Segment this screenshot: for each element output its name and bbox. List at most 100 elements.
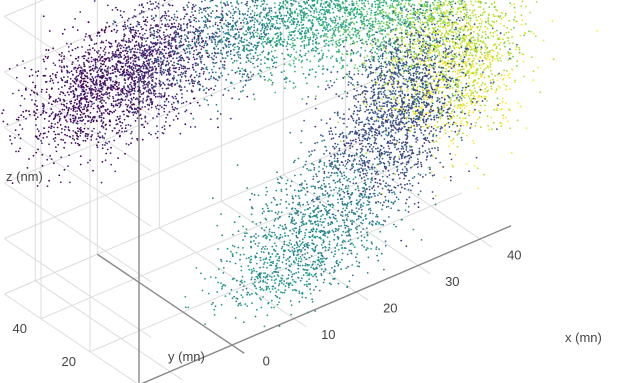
- scatter-point: [75, 80, 78, 83]
- scatter-point: [186, 4, 189, 7]
- scatter-point: [134, 98, 137, 101]
- scatter-point: [6, 123, 9, 126]
- scatter-point: [475, 16, 477, 19]
- scatter-point: [143, 32, 146, 35]
- scatter-point: [155, 58, 158, 60]
- scatter-point: [216, 117, 219, 120]
- scatter-point: [471, 84, 474, 87]
- scatter-point: [424, 28, 426, 31]
- scatter-point: [217, 48, 220, 50]
- scatter-point: [284, 4, 287, 6]
- scatter-point: [104, 141, 107, 144]
- scatter-point: [340, 57, 343, 60]
- scatter-point: [140, 73, 143, 75]
- scatter-point: [143, 88, 146, 90]
- scatter-point: [293, 44, 295, 47]
- scatter-point: [187, 31, 190, 33]
- scatter-point: [196, 57, 198, 60]
- scatter-point: [442, 21, 444, 24]
- scatter-point: [67, 46, 70, 48]
- scatter-point: [411, 13, 414, 16]
- scatter-point: [60, 91, 62, 93]
- scatter-point: [250, 75, 253, 77]
- scatter-point: [61, 127, 63, 130]
- scatter-point: [413, 47, 416, 50]
- scatter-point: [47, 102, 50, 105]
- scatter-point: [502, 38, 504, 41]
- scatter-point: [143, 49, 146, 51]
- scatter-point: [172, 25, 175, 28]
- scatter-point: [486, 46, 489, 49]
- scatter-point: [104, 69, 106, 72]
- scatter-point: [250, 36, 253, 38]
- scatter-point: [154, 41, 157, 44]
- scatter-point: [99, 47, 102, 49]
- scatter-point: [116, 9, 119, 11]
- scatter-point: [67, 108, 70, 111]
- scatter-point: [237, 3, 240, 5]
- scatter-point: [347, 28, 349, 31]
- scatter-point: [125, 143, 128, 145]
- scatter-point: [127, 143, 130, 146]
- scatter-point: [100, 96, 103, 99]
- scatter-point: [322, 27, 325, 30]
- scatter-point: [329, 57, 332, 59]
- scatter-point: [310, 49, 313, 51]
- scatter-point: [166, 57, 169, 60]
- scatter-point: [98, 94, 101, 97]
- scatter-point: [109, 46, 112, 49]
- scatter-point: [222, 66, 224, 68]
- scatter-point: [71, 74, 74, 76]
- scatter-point: [472, 4, 474, 7]
- scatter-point: [323, 45, 326, 47]
- scatter-point: [175, 44, 178, 47]
- scatter-point: [336, 3, 338, 5]
- scatter-point: [286, 0, 289, 3]
- scatter-point: [466, 11, 468, 14]
- scatter-point: [324, 12, 326, 14]
- scatter-point: [432, 22, 435, 25]
- scatter-point: [268, 52, 271, 54]
- scatter-point: [185, 109, 188, 112]
- scatter-point: [66, 113, 69, 115]
- scatter-point: [139, 47, 141, 49]
- scatter-point: [36, 105, 38, 108]
- scatter-point: [138, 32, 141, 35]
- scatter-point: [148, 132, 150, 135]
- scatter-point: [90, 135, 93, 138]
- scatter-point: [481, 20, 484, 23]
- scatter-point: [296, 23, 299, 26]
- scatter-point: [239, 28, 242, 31]
- scatter-point: [386, 33, 389, 36]
- scatter-point: [91, 134, 93, 136]
- scatter-point: [322, 16, 325, 19]
- scatter-point: [160, 95, 163, 97]
- scatter-point: [173, 13, 176, 16]
- scatter-point: [129, 56, 132, 59]
- scatter-point: [383, 0, 385, 2]
- scatter-point: [362, 17, 365, 19]
- scatter-point: [138, 23, 141, 26]
- scatter-point: [84, 70, 86, 73]
- scatter-point: [130, 142, 132, 145]
- scatter-point: [90, 85, 92, 87]
- scatter-point: [14, 136, 16, 139]
- scatter-point: [67, 165, 69, 168]
- scatter-point: [258, 14, 261, 17]
- scatter-point: [252, 16, 255, 19]
- scatter-point: [262, 46, 265, 49]
- scatter-point: [461, 2, 464, 4]
- scatter-point: [126, 50, 129, 53]
- scatter-point: [349, 12, 352, 15]
- scatter-point: [286, 41, 289, 43]
- scatter-point: [348, 22, 350, 25]
- scatter-point: [65, 42, 68, 45]
- scatter-point: [288, 31, 291, 34]
- scatter-point: [133, 33, 136, 36]
- scatter-point: [129, 26, 132, 29]
- scatter-point: [452, 7, 454, 10]
- scatter-point: [518, 48, 521, 51]
- scatter-point: [112, 97, 115, 100]
